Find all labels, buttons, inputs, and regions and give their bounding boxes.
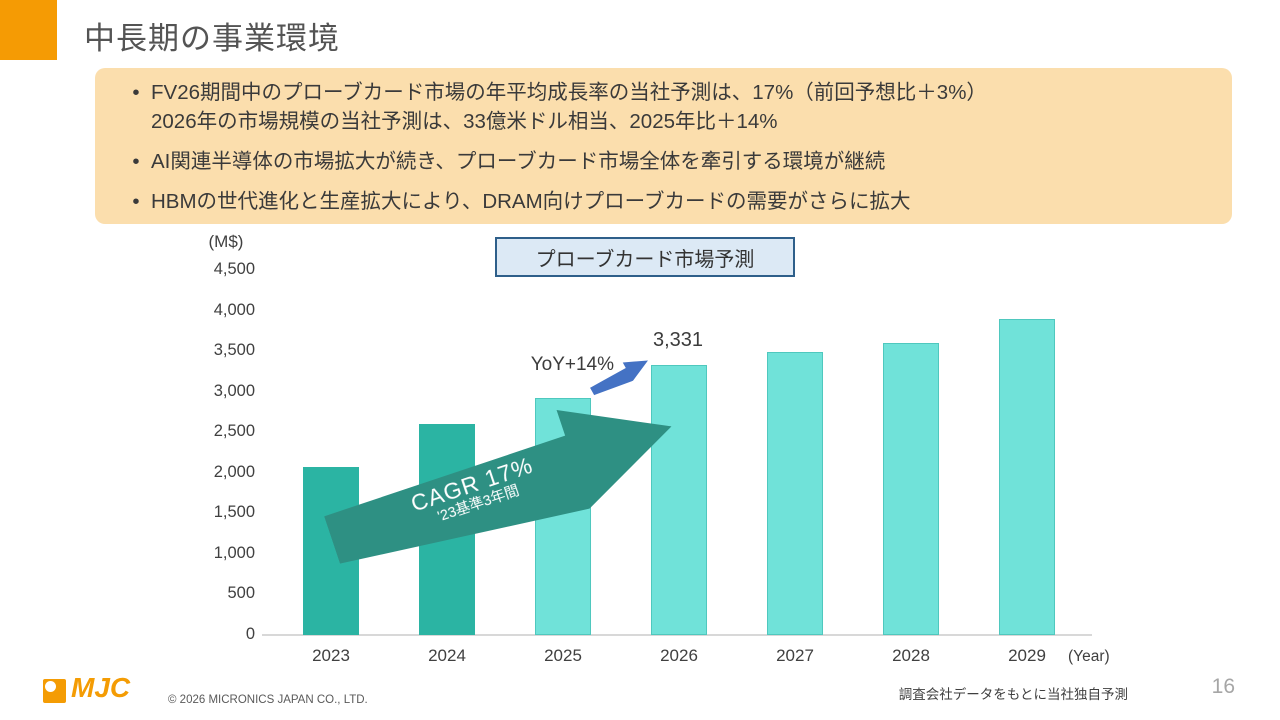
bar-2026 (651, 365, 707, 635)
bullet-text: 2026年の市場規模の当社予測は、33億米ドル相当、2025年比＋14% (151, 110, 778, 133)
company-logo-text: MJC (71, 672, 131, 703)
x-tick-label: 2024 (428, 646, 466, 665)
x-tick-label: 2026 (660, 646, 698, 665)
y-tick-label: 500 (227, 584, 255, 603)
y-tick-label: 2,500 (213, 422, 255, 441)
y-tick-label: 3,500 (213, 341, 255, 360)
y-tick-label: 1,000 (213, 543, 255, 562)
x-tick-label: 2023 (312, 646, 350, 665)
bullet-text: FV26期間中のプローブカード市場の年平均成長率の当社予測は、17%（前回予想比… (151, 81, 987, 104)
bullet-marker: • (132, 190, 140, 213)
bullet-marker: • (132, 81, 140, 104)
y-axis-unit-label: (M$) (208, 232, 244, 251)
bar-2029 (999, 319, 1055, 635)
y-tick-label: 2,000 (213, 462, 255, 481)
x-tick-label: 2028 (892, 646, 930, 665)
bar-value-label-2026: 3,331 (652, 329, 704, 351)
y-tick-label: 0 (245, 625, 255, 643)
page-title: 中長期の事業環境 (84, 21, 340, 56)
bullet-text: HBMの世代進化と生産拡大により、DRAM向けプローブカードの需要がさらに拡大 (151, 190, 911, 213)
x-axis-unit-label: (Year) (1068, 648, 1110, 665)
y-tick-label: 4,000 (213, 300, 255, 319)
x-axis-line (262, 634, 1092, 636)
summary-box: • FV26期間中のプローブカード市場の年平均成長率の当社予測は、17%（前回予… (95, 68, 1232, 224)
footer-source-note: 調査会社データをもとに当社独自予測 (898, 687, 1128, 702)
x-tick-label: 2025 (544, 646, 582, 665)
cagr-arrow-icon: CAGR 17% '23基準3年間 (316, 377, 688, 589)
bullet-line: • AI関連半導体の市場拡大が続き、プローブカード市場全体を牽引する環境が継続 (95, 147, 1232, 176)
chart-title: プローブカード市場予測 (535, 248, 755, 271)
company-logo-icon (43, 679, 66, 703)
footer-copyright: © 2026 MICRONICS JAPAN CO., LTD. (168, 694, 368, 706)
bar-2027 (767, 352, 823, 635)
bullet-marker (95, 107, 151, 136)
bullet-marker: • (132, 150, 140, 173)
bullet-line: • HBMの世代進化と生産拡大により、DRAM向けプローブカードの需要がさらに拡… (95, 187, 1232, 216)
bar-2028 (883, 343, 939, 635)
yoy-annotation-label: YoY+14% (530, 354, 614, 375)
page-number: 16 (1211, 675, 1235, 698)
title-accent-square (0, 0, 57, 60)
bullet-text: AI関連半導体の市場拡大が続き、プローブカード市場全体を牽引する環境が継続 (151, 150, 886, 173)
bullet-line: 2026年の市場規模の当社予測は、33億米ドル相当、2025年比＋14% (95, 107, 1232, 136)
bullet-line: • FV26期間中のプローブカード市場の年平均成長率の当社予測は、17%（前回予… (95, 78, 1232, 107)
y-tick-label: 4,500 (213, 260, 255, 278)
chart-title-box: プローブカード市場予測 (495, 237, 795, 277)
y-tick-label: 1,500 (213, 503, 255, 522)
y-tick-label: 3,000 (213, 381, 255, 400)
x-tick-label: 2027 (776, 646, 814, 665)
x-tick-label: 2029 (1008, 646, 1046, 665)
logo-circle (45, 681, 56, 692)
